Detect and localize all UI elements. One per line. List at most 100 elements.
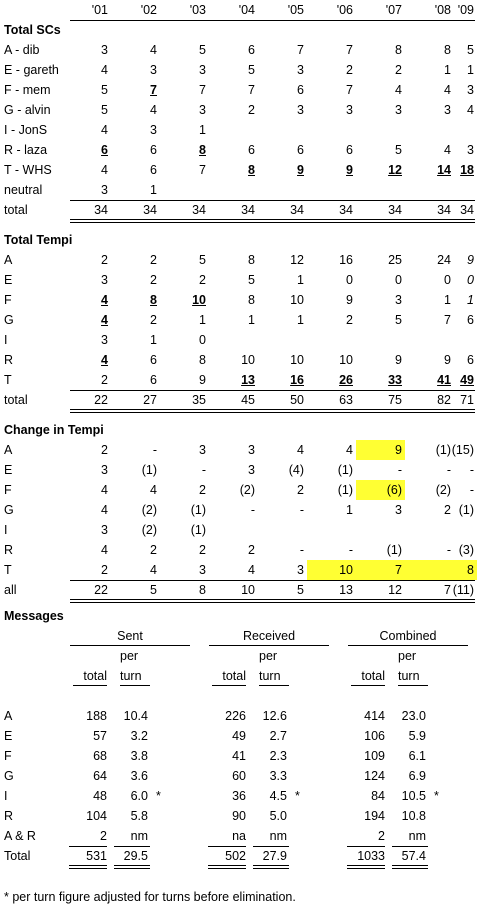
row-label: R xyxy=(4,353,14,367)
data-cell: (3) xyxy=(458,543,474,557)
year-header: '02 xyxy=(140,3,157,17)
data-cell: 2 xyxy=(150,273,157,287)
data-cell: 2 xyxy=(199,483,206,497)
data-cell: 5 xyxy=(248,273,255,287)
data-cell: 4 xyxy=(101,483,108,497)
messages-row: F 68 3.8 41 2.3 109 6.1 xyxy=(0,746,479,766)
data-cell: - xyxy=(299,543,304,557)
data-cell: 3 xyxy=(199,63,206,77)
messages-title: Messages xyxy=(4,609,64,623)
footnote-star xyxy=(434,706,444,726)
data-cell: 6 xyxy=(248,43,255,57)
data-cell xyxy=(314,180,353,200)
data-cell: 10 xyxy=(192,293,206,307)
change-tempi-title-row: Change in Tempi xyxy=(0,420,479,440)
data-cell xyxy=(216,330,255,350)
total-scs-row: F - mem 5 7 7 7 6 7 4 4 3 xyxy=(0,80,479,100)
data-cell: 3 xyxy=(395,103,402,117)
row-label: E - gareth xyxy=(4,63,59,77)
data-cell: 26 xyxy=(339,373,353,387)
data-cell: 3 xyxy=(101,43,108,57)
total-cell: 34 xyxy=(460,203,474,217)
row-label: neutral xyxy=(4,183,43,197)
data-cell: 9 xyxy=(444,353,451,367)
data-cell: 10 xyxy=(339,353,353,367)
sub-rule xyxy=(120,685,150,686)
data-cell: 2 xyxy=(101,563,108,577)
data-cell: 7 xyxy=(199,163,206,177)
messages-group-row: Sent Received Combined xyxy=(0,626,479,646)
data-cell: 4 xyxy=(101,353,108,367)
data-cell: 49 xyxy=(460,373,474,387)
data-cell: 3 xyxy=(150,63,157,77)
message-cell: 36 xyxy=(232,789,246,803)
message-cell: 5.9 xyxy=(408,729,426,743)
message-cell: 226 xyxy=(225,709,246,723)
data-cell: 10 xyxy=(241,353,255,367)
data-cell: 3 xyxy=(101,523,108,537)
data-cell: 0 xyxy=(467,273,474,287)
total-cell: 27 xyxy=(143,393,157,407)
message-cell: 6.0 xyxy=(130,789,148,803)
data-cell: 10 xyxy=(307,560,356,580)
data-cell: 13 xyxy=(241,373,255,387)
data-cell xyxy=(437,180,474,200)
row-label: T - WHS xyxy=(4,163,52,177)
message-cell: 10.4 xyxy=(123,709,148,723)
data-cell: (2) xyxy=(141,503,157,517)
message-cell: 6.9 xyxy=(408,769,426,783)
footnote-star xyxy=(295,726,305,746)
data-cell: 5 xyxy=(467,43,474,57)
data-cell: 9 xyxy=(356,440,405,460)
total-col-label: total xyxy=(361,669,385,683)
data-cell xyxy=(437,520,474,540)
data-cell: 8 xyxy=(199,143,206,157)
data-cell xyxy=(265,520,304,540)
message-cell: na xyxy=(232,829,246,843)
row-label: R xyxy=(4,543,14,557)
row-label: A xyxy=(4,253,13,267)
data-cell: (1) xyxy=(435,443,451,457)
message-cell: 502 xyxy=(225,849,246,863)
footnote-star xyxy=(434,806,444,826)
messages-row: G 64 3.6 60 3.3 124 6.9 xyxy=(0,766,479,786)
total-cell: 34 xyxy=(437,203,451,217)
year-header-row: '01 '02 '03 '04 '05 '06 '07 '08 '09 xyxy=(0,0,479,20)
data-cell: 2 xyxy=(346,63,353,77)
data-cell xyxy=(314,330,353,350)
data-cell: 4 xyxy=(101,503,108,517)
data-cell: 6 xyxy=(346,143,353,157)
messages-total-double-rule xyxy=(114,865,150,869)
change-tempi-row: F 4 4 2 (2) 2 (1) (6) (2) - xyxy=(0,480,479,500)
total-tempi-row: G 4 2 1 1 1 2 5 7 6 xyxy=(0,310,479,330)
total-cell: 34 xyxy=(388,203,402,217)
data-cell: 1 xyxy=(199,313,206,327)
data-cell: 2 xyxy=(150,543,157,557)
total-scs-title-row: Total SCs xyxy=(0,20,479,40)
message-cell: 5.8 xyxy=(130,809,148,823)
messages-total-double-rule xyxy=(347,865,385,869)
total-col-label: total xyxy=(83,669,107,683)
data-cell: 6 xyxy=(150,373,157,387)
total-cell: 22 xyxy=(94,583,108,597)
row-label: G xyxy=(4,313,14,327)
message-cell: 60 xyxy=(232,769,246,783)
row-label: I xyxy=(4,333,8,347)
message-cell: 2 xyxy=(100,829,107,843)
row-label: I xyxy=(4,789,8,803)
data-cell: 4 xyxy=(150,483,157,497)
data-cell: (4) xyxy=(288,463,304,477)
data-cell: 33 xyxy=(388,373,402,387)
message-cell: 12.6 xyxy=(262,709,287,723)
data-cell: 6 xyxy=(297,143,304,157)
data-cell: (1) xyxy=(141,463,157,477)
data-cell: 4 xyxy=(444,83,451,97)
data-cell: 9 xyxy=(346,293,353,307)
data-cell: - xyxy=(250,503,255,517)
total-scs-row: R - laza 6 6 8 6 6 6 5 4 3 xyxy=(0,140,479,160)
data-cell: 1 xyxy=(297,313,304,327)
data-cell: 2 xyxy=(248,543,255,557)
data-cell: 9 xyxy=(346,163,353,177)
message-group-rule xyxy=(348,645,468,646)
sub-rule xyxy=(73,685,107,686)
